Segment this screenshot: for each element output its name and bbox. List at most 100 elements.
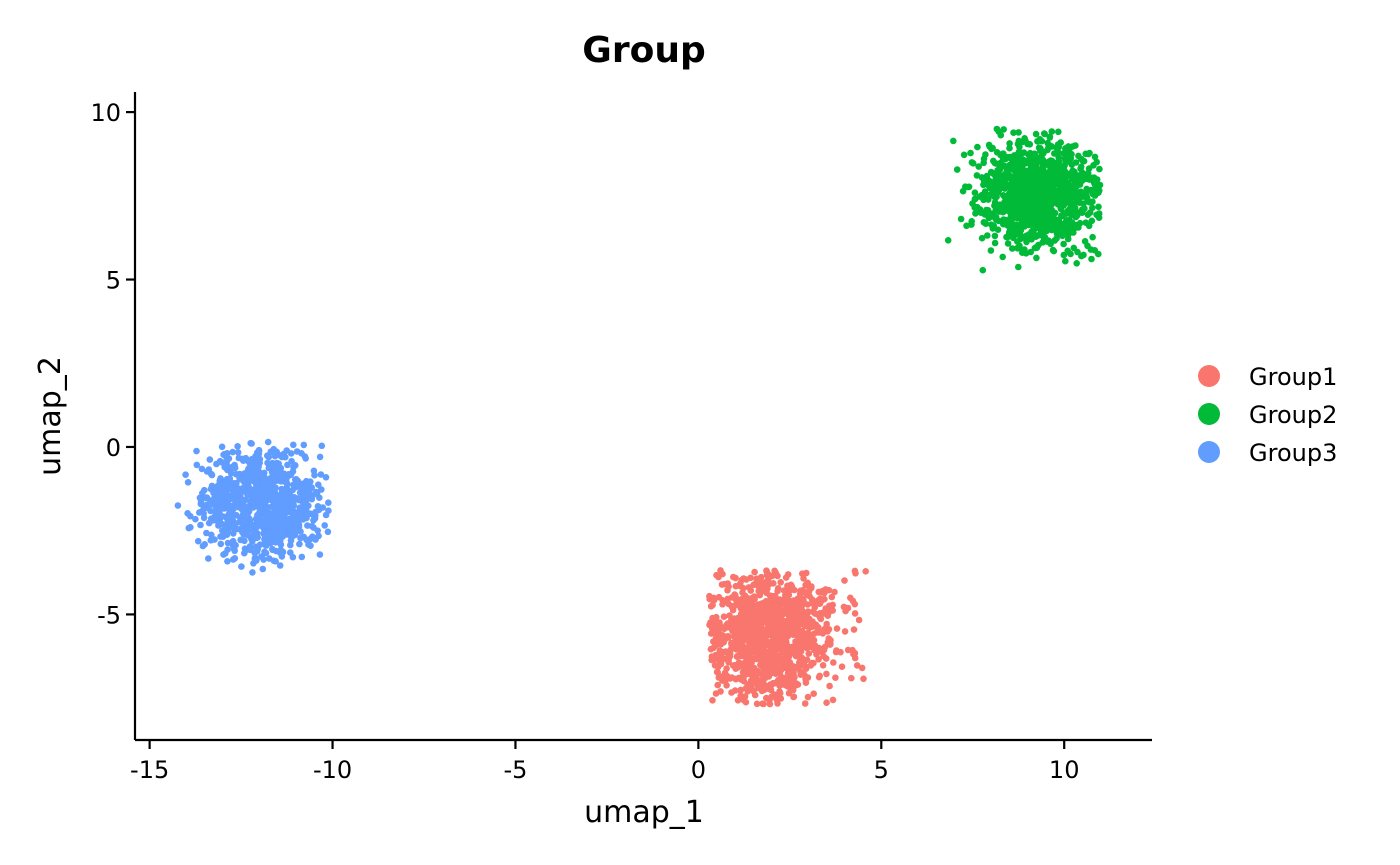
data-point bbox=[1023, 238, 1030, 246]
data-point bbox=[778, 677, 785, 684]
data-point bbox=[751, 568, 758, 576]
x-tick-label: -5 bbox=[503, 756, 527, 784]
data-point bbox=[855, 616, 863, 624]
data-point bbox=[224, 558, 231, 565]
data-point bbox=[776, 688, 783, 695]
data-point bbox=[307, 542, 314, 549]
data-point bbox=[1025, 151, 1032, 158]
data-point bbox=[1022, 250, 1030, 257]
data-point bbox=[270, 465, 278, 473]
data-point bbox=[303, 536, 310, 544]
data-point bbox=[182, 471, 189, 479]
data-point bbox=[979, 266, 987, 274]
data-point bbox=[298, 450, 305, 457]
data-point bbox=[272, 500, 280, 507]
data-point bbox=[742, 684, 750, 692]
data-point bbox=[981, 188, 989, 195]
data-point bbox=[824, 639, 832, 646]
data-point bbox=[272, 528, 280, 535]
data-point bbox=[851, 610, 859, 617]
data-point bbox=[1078, 209, 1086, 216]
data-point bbox=[322, 474, 330, 481]
data-point bbox=[289, 500, 296, 508]
data-point bbox=[707, 603, 715, 610]
data-point bbox=[991, 193, 999, 201]
data-point bbox=[724, 595, 731, 603]
data-point bbox=[822, 624, 830, 632]
data-point bbox=[312, 536, 319, 543]
data-point bbox=[749, 648, 757, 656]
data-point bbox=[828, 593, 836, 601]
data-point bbox=[993, 125, 1001, 133]
data-point bbox=[272, 539, 279, 546]
data-point bbox=[953, 166, 961, 173]
data-point bbox=[786, 603, 794, 610]
data-point bbox=[1089, 233, 1096, 241]
data-point bbox=[969, 160, 977, 167]
x-ticks: -15 -10 -5 0 5 10 bbox=[130, 740, 1079, 784]
data-point bbox=[788, 612, 795, 620]
data-point bbox=[313, 490, 321, 498]
data-point bbox=[280, 519, 287, 526]
data-point bbox=[280, 507, 288, 514]
data-point bbox=[249, 569, 256, 576]
data-point bbox=[325, 499, 332, 507]
x-tick-label: 5 bbox=[874, 756, 889, 784]
data-point bbox=[794, 613, 801, 621]
data-point bbox=[210, 489, 217, 497]
data-point bbox=[984, 232, 991, 239]
data-point bbox=[233, 486, 241, 494]
data-point bbox=[724, 580, 731, 587]
data-point bbox=[800, 639, 807, 646]
data-point bbox=[972, 195, 979, 203]
data-point bbox=[1009, 245, 1016, 252]
data-point bbox=[802, 675, 809, 683]
data-point bbox=[174, 502, 182, 509]
data-point bbox=[308, 522, 316, 530]
data-point bbox=[1030, 150, 1038, 158]
data-point bbox=[758, 600, 765, 607]
data-point bbox=[205, 555, 212, 562]
data-point bbox=[234, 525, 241, 533]
data-point bbox=[718, 581, 726, 588]
data-point bbox=[1034, 232, 1042, 239]
data-point bbox=[319, 504, 327, 511]
data-point bbox=[1033, 254, 1040, 262]
data-point bbox=[1080, 157, 1088, 165]
axes: -15 -10 -5 0 5 10 -5 0 5 10 bbox=[90, 92, 1152, 784]
data-point bbox=[231, 520, 239, 527]
data-point bbox=[804, 693, 812, 701]
data-point bbox=[798, 620, 805, 628]
data-point bbox=[825, 586, 833, 594]
data-point bbox=[818, 597, 826, 604]
data-point bbox=[1021, 211, 1028, 218]
data-point bbox=[259, 565, 267, 573]
data-point bbox=[248, 456, 255, 463]
data-point bbox=[260, 484, 267, 491]
data-point bbox=[800, 660, 808, 667]
data-point bbox=[300, 441, 308, 449]
data-point bbox=[1044, 139, 1051, 147]
data-point bbox=[977, 209, 985, 216]
data-point bbox=[264, 438, 272, 446]
data-point bbox=[1048, 167, 1056, 174]
data-point bbox=[776, 617, 783, 625]
data-point bbox=[275, 477, 283, 484]
data-point bbox=[808, 659, 816, 667]
data-point bbox=[853, 662, 861, 669]
data-point bbox=[1017, 227, 1025, 234]
data-point bbox=[960, 151, 968, 159]
data-point bbox=[316, 453, 324, 461]
data-point bbox=[712, 690, 720, 697]
data-point bbox=[1054, 149, 1062, 156]
data-point bbox=[256, 508, 263, 516]
data-point bbox=[803, 591, 810, 599]
data-point bbox=[1034, 138, 1041, 145]
data-point bbox=[184, 479, 192, 486]
data-point bbox=[737, 663, 745, 670]
data-point bbox=[1068, 150, 1075, 158]
data-point bbox=[302, 455, 310, 462]
data-point bbox=[215, 503, 223, 511]
data-point bbox=[289, 553, 297, 561]
data-point bbox=[770, 644, 777, 652]
